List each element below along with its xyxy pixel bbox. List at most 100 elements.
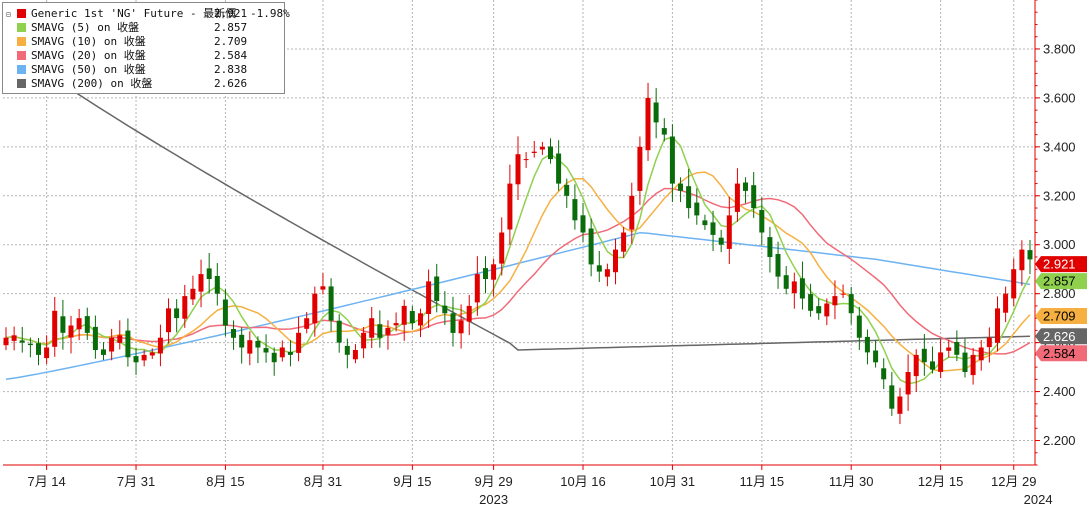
candle <box>3 327 9 351</box>
candle <box>499 217 505 276</box>
candle <box>572 184 578 230</box>
candle-body <box>637 146 643 191</box>
candle-body <box>1011 269 1017 299</box>
candle-body <box>678 183 683 191</box>
candle <box>352 344 358 364</box>
y-axis: 2.2002.4002.6002.8003.0003.2003.4003.600… <box>1034 0 1076 466</box>
legend-row-sma20[interactable]: SMAVG (20) on 收盤 2.584 <box>3 49 284 62</box>
candle-body <box>840 293 846 295</box>
candle-body <box>669 136 675 184</box>
price-tag-bg <box>1035 256 1087 273</box>
candle <box>604 263 610 287</box>
candle <box>645 82 651 161</box>
candle <box>409 305 415 330</box>
collapse-icon[interactable]: ⊟ <box>6 10 11 19</box>
candle-body <box>523 159 529 161</box>
candle <box>759 197 765 246</box>
price-tag-label: 2.857 <box>1043 274 1076 289</box>
x-tick-label: 12月 15 <box>918 474 964 489</box>
candle <box>231 320 236 350</box>
price-tag-bg <box>1035 307 1087 324</box>
legend-row-sma10[interactable]: SMAVG (10) on 收盤 2.709 <box>3 35 284 48</box>
candle <box>117 320 123 350</box>
candle <box>255 336 261 364</box>
candle-body <box>60 316 66 333</box>
candle <box>962 338 968 378</box>
candle-body <box>499 232 505 264</box>
candle <box>271 347 277 376</box>
candle-body <box>775 254 781 277</box>
candle <box>214 263 220 306</box>
legend-row-sma5[interactable]: SMAVG (5) on 收盤 2.857 <box>3 21 284 34</box>
candle-body <box>393 323 399 326</box>
candlesticks <box>3 82 1033 425</box>
legend-swatch-sma20 <box>17 51 26 60</box>
candle-body <box>304 318 310 329</box>
candle <box>174 299 180 333</box>
candle <box>60 299 66 350</box>
candle-body <box>76 318 82 330</box>
x-year-label: 2023 <box>479 492 508 507</box>
candle <box>678 177 683 203</box>
candle <box>222 289 228 337</box>
sma20-path <box>5 187 1031 355</box>
candle <box>564 178 570 208</box>
candle-body <box>198 274 204 292</box>
price-tag: 2.584 <box>1035 345 1087 362</box>
candle-body <box>149 352 155 356</box>
candle-body <box>970 354 976 376</box>
candle-body <box>409 311 415 323</box>
legend-row-sma200[interactable]: SMAVG (200) on 收盤 2.626 <box>3 77 284 90</box>
legend-swatch-sma50 <box>17 65 26 74</box>
candle-body <box>418 313 423 326</box>
legend-row-main[interactable]: ⊟ Generic 1st 'NG' Future - 最新價 2.921 -1… <box>3 7 290 20</box>
candle <box>483 256 488 294</box>
candle-body <box>426 281 432 314</box>
candle <box>848 286 854 325</box>
candle <box>393 312 399 332</box>
candle <box>263 334 269 363</box>
candle <box>401 299 407 341</box>
candle-body <box>174 308 180 319</box>
candle <box>442 291 448 325</box>
candle-body <box>848 294 854 314</box>
candle-body <box>938 352 944 372</box>
candle <box>84 307 90 340</box>
candle <box>767 226 773 273</box>
price-tag: 2.626 <box>1035 328 1087 345</box>
x-tick-label: 7月 31 <box>117 474 155 489</box>
candle-body <box>231 329 236 338</box>
candle-body <box>19 340 25 343</box>
price-tag-bg <box>1035 345 1087 362</box>
candle-body <box>864 336 870 353</box>
legend-row-sma50[interactable]: SMAVG (50) on 收盤 2.838 <box>3 63 284 76</box>
x-tick-label: 7月 14 <box>27 474 65 489</box>
legend-change-main: -1.98% <box>250 7 290 20</box>
candle <box>856 306 862 350</box>
x-tick-label: 11月 30 <box>829 474 874 489</box>
candle <box>726 196 732 264</box>
candle <box>930 346 935 374</box>
candle-body <box>783 275 789 289</box>
candle-body <box>726 215 732 249</box>
candle <box>385 320 391 350</box>
y-tick-label: 3.400 <box>1043 139 1076 154</box>
candle <box>92 315 98 359</box>
candle <box>198 259 204 308</box>
candle-body <box>344 345 350 355</box>
y-tick-label: 3.600 <box>1043 90 1076 105</box>
candle <box>52 297 58 357</box>
candle-body <box>27 343 33 346</box>
candle <box>1011 258 1017 307</box>
candle-body <box>702 220 708 226</box>
candle <box>11 326 17 351</box>
candle <box>539 141 545 155</box>
candle-body <box>287 351 293 355</box>
candle-body <box>92 326 98 350</box>
candle <box>986 327 992 363</box>
y-tick-label: 3.200 <box>1043 188 1076 203</box>
candle-body <box>718 237 724 245</box>
legend-name-sma20: SMAVG (20) on 收盤 <box>31 49 146 62</box>
candle-body <box>296 332 302 353</box>
legend-name-sma5: SMAVG (5) on 收盤 <box>31 21 140 34</box>
